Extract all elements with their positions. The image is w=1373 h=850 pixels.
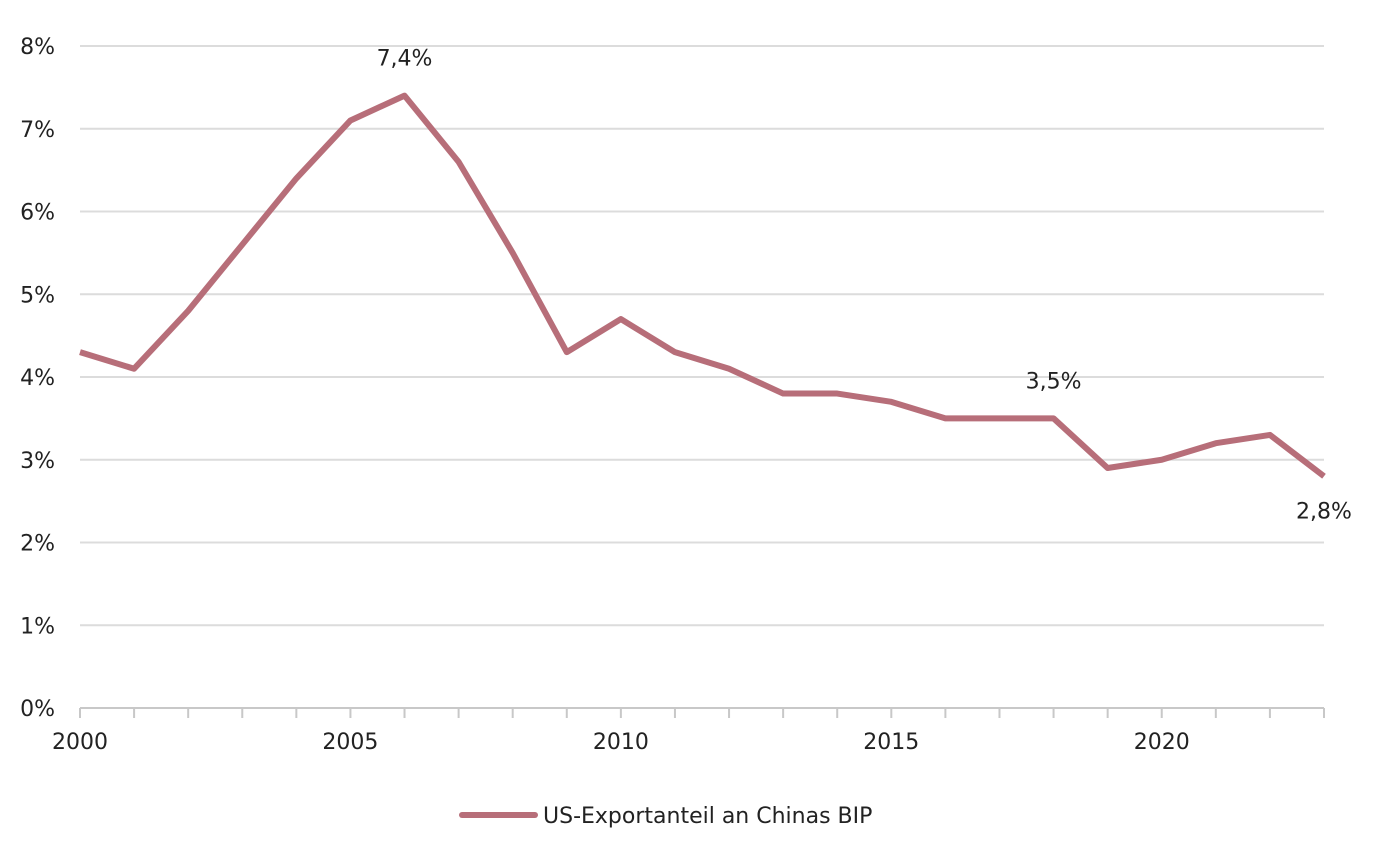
y-tick-label: 3%: [20, 449, 55, 474]
y-tick-label: 8%: [20, 35, 55, 60]
y-tick-label: 4%: [20, 366, 55, 391]
data-label: 2,8%: [1296, 499, 1352, 524]
y-tick-label: 0%: [20, 697, 55, 722]
x-tick-label: 2020: [1134, 730, 1190, 755]
x-tick-label: 2010: [593, 730, 649, 755]
x-axis-tick-labels: 2000 2005 2010 2015 2020: [52, 730, 1190, 755]
x-tick-label: 2015: [863, 730, 919, 755]
x-tick-label: 2000: [52, 730, 108, 755]
data-labels: 7,4% 3,5% 2,8%: [377, 47, 1352, 525]
y-axis-tick-labels: 0% 1% 2% 3% 4% 5% 6% 7% 8%: [20, 35, 55, 722]
series-line: [79, 92, 1326, 479]
legend-label: US-Exportanteil an Chinas BIP: [543, 804, 872, 829]
series-layer: [79, 92, 1326, 479]
y-tick-label: 5%: [20, 283, 55, 308]
y-tick-label: 2%: [20, 532, 55, 557]
gridlines: [80, 45, 1324, 627]
y-tick-label: 6%: [20, 201, 55, 226]
data-label: 3,5%: [1026, 369, 1082, 394]
data-label: 7,4%: [377, 47, 433, 72]
y-tick-label: 1%: [20, 614, 55, 639]
x-axis: [79, 707, 1325, 718]
y-tick-label: 7%: [20, 118, 55, 143]
x-tick-label: 2005: [322, 730, 378, 755]
legend: US-Exportanteil an Chinas BIP: [459, 804, 872, 829]
